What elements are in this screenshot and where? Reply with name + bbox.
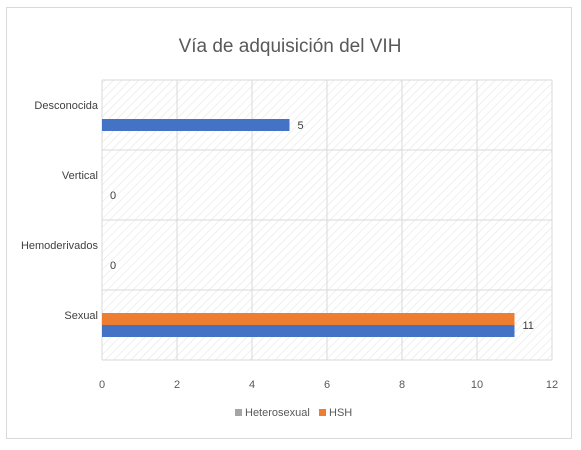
x-tick-label: 12 bbox=[546, 379, 558, 391]
category-label-hemoderivados: Hemoderivados bbox=[21, 240, 99, 252]
legend-item-hsh: HSH bbox=[319, 407, 352, 419]
x-tick-label: 0 bbox=[99, 379, 105, 391]
data-label-sexual: 11 bbox=[523, 320, 534, 332]
x-tick-label: 8 bbox=[399, 379, 405, 391]
bar-hsh-sexual bbox=[102, 313, 515, 325]
legend-swatch-heterosexual bbox=[235, 409, 242, 416]
legend-item-heterosexual: Heterosexual bbox=[235, 407, 310, 419]
x-tick-label: 2 bbox=[174, 379, 180, 391]
legend: Heterosexual HSH bbox=[235, 407, 352, 419]
legend-swatch-hsh bbox=[319, 409, 326, 416]
legend-label-heterosexual: Heterosexual bbox=[245, 407, 310, 419]
legend-label-hsh: HSH bbox=[329, 407, 352, 419]
chart-svg: Vía de adquisición del VIH 5 0 0 11 Descono… bbox=[21, 36, 558, 419]
x-tick-label: 6 bbox=[324, 379, 330, 391]
bar-heterosexual-sexual bbox=[102, 325, 515, 337]
category-label-desconocida: Desconocida bbox=[34, 100, 98, 112]
category-label-vertical: Vertical bbox=[62, 170, 98, 182]
x-tick-label: 4 bbox=[249, 379, 255, 391]
x-axis-tick-labels: 0 2 4 6 8 10 12 bbox=[99, 379, 558, 391]
bar-heterosexual-desconocida bbox=[102, 119, 290, 131]
category-labels: Desconocida Vertical Hemoderivados Sexual bbox=[21, 100, 99, 322]
chart-title: Vía de adquisición del VIH bbox=[179, 36, 402, 57]
x-tick-label: 10 bbox=[471, 379, 483, 391]
data-label-hemoderivados: 0 bbox=[110, 260, 116, 272]
data-label-vertical: 0 bbox=[110, 190, 116, 202]
data-labels: 5 0 0 11 bbox=[110, 120, 534, 332]
data-label-desconocida: 5 bbox=[298, 120, 304, 132]
chart-container: Vía de adquisición del VIH 5 0 0 11 Descono… bbox=[6, 7, 572, 439]
category-label-sexual: Sexual bbox=[64, 310, 98, 322]
bars bbox=[102, 119, 515, 337]
